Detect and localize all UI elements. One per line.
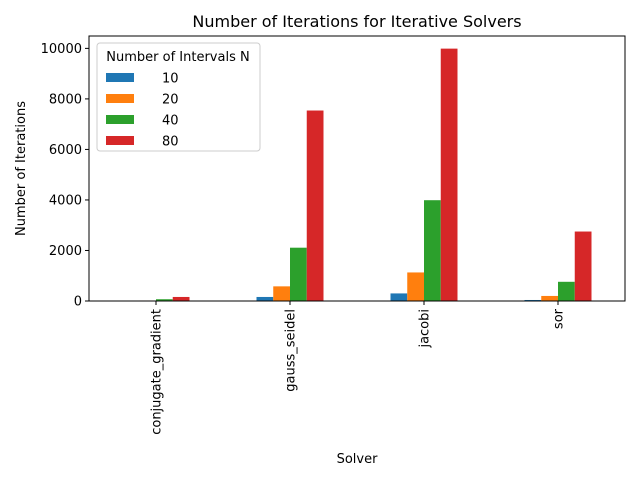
y-tick-label: 10000: [41, 42, 82, 57]
bar-gauss_seidel-80: [306, 110, 324, 302]
y-tick-label: 2000: [49, 244, 82, 259]
bar-gauss_seidel-20: [273, 286, 290, 301]
y-tick-label: 0: [74, 295, 82, 310]
x-axis: conjugate_gradient gauss_seidel jacobi sor: [150, 301, 567, 435]
chart-title: Number of Iterations for Iterative Solve…: [192, 12, 521, 31]
bar-conjugate_gradient-80: [172, 296, 190, 301]
bar-sor-10: [524, 299, 542, 301]
legend: Number of Intervals N 10 20 40 80: [96, 42, 261, 152]
x-tick-label: jacobi: [418, 309, 433, 349]
bars-group: [122, 48, 592, 302]
plot-frame: [88, 35, 626, 302]
legend-title: Number of Intervals N: [106, 50, 249, 65]
x-tick-label: conjugate_gradient: [150, 309, 165, 435]
legend-label: 40: [162, 114, 179, 129]
bar-gauss_seidel-10: [256, 296, 274, 301]
y-axis-label: Number of Iterations: [14, 101, 29, 236]
bar-sor-20: [541, 295, 558, 301]
bar-jacobi-80: [440, 48, 458, 301]
legend-label: 80: [162, 135, 179, 150]
x-tick-label: sor: [552, 308, 567, 329]
legend-label: 20: [162, 93, 179, 108]
y-tick-label: 4000: [49, 193, 82, 208]
legend-swatch-20: [106, 94, 134, 103]
legend-swatch-40: [106, 115, 134, 124]
legend-box: [96, 42, 261, 152]
y-tick-label: 6000: [49, 143, 82, 158]
bar-sor-40: [558, 281, 575, 301]
bar-jacobi-40: [424, 200, 441, 301]
bar-sor-80: [574, 231, 592, 301]
bar-conjugate_gradient-40: [156, 299, 173, 301]
y-axis: 0 2000 4000 6000 8000 10000: [41, 42, 89, 310]
y-tick-label: 8000: [49, 92, 82, 107]
legend-swatch-10: [106, 73, 134, 82]
x-axis-label: Solver: [337, 452, 379, 467]
bar-gauss_seidel-40: [290, 247, 307, 301]
bar-jacobi-10: [390, 293, 408, 301]
legend-label: 10: [162, 72, 179, 87]
x-tick-label: gauss_seidel: [284, 309, 299, 392]
bar-jacobi-20: [407, 272, 424, 301]
legend-items: 10 20 40 80: [106, 72, 179, 150]
legend-swatch-80: [106, 136, 134, 145]
